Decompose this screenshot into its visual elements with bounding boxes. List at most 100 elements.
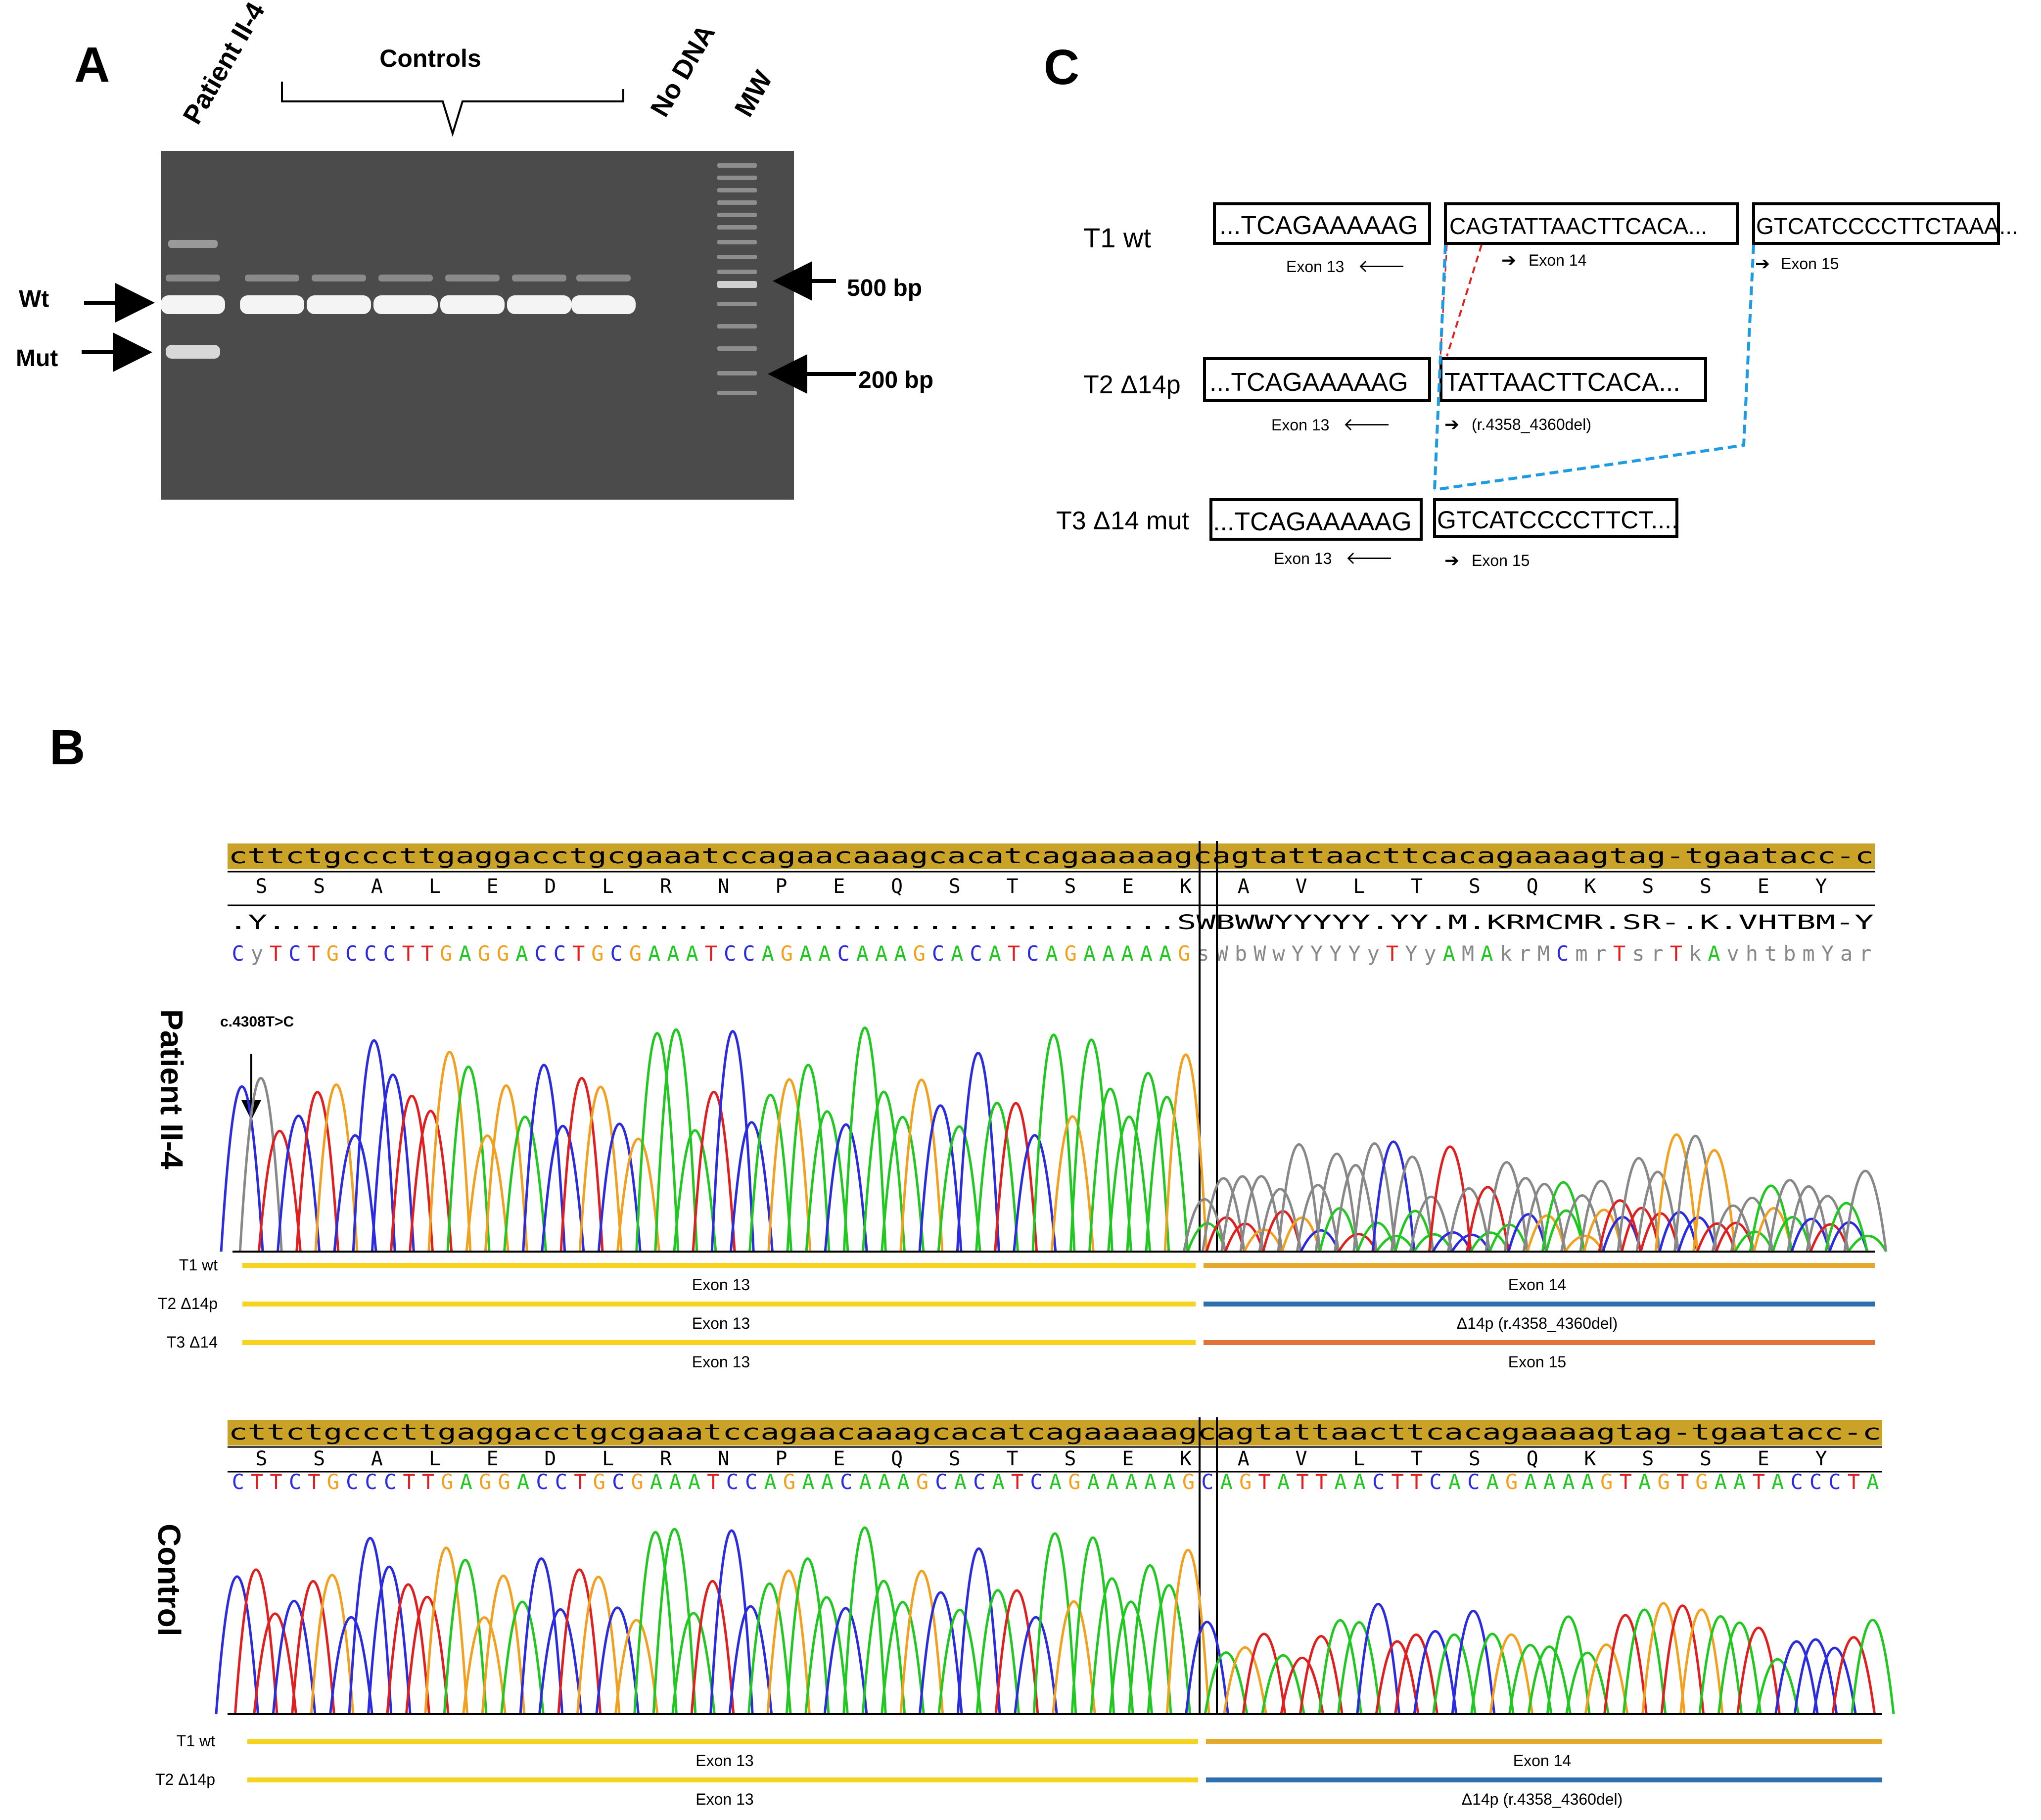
amino-acid: R bbox=[660, 1447, 672, 1470]
trace-peak bbox=[1579, 1180, 1624, 1252]
called-base: W bbox=[1253, 941, 1266, 966]
c-row-label-t1: T1 wt bbox=[1083, 222, 1151, 253]
amino-acid: S bbox=[1700, 1447, 1712, 1470]
trace-peak bbox=[1603, 1614, 1648, 1715]
trace-peak bbox=[692, 1090, 736, 1252]
right-arrow-icon: ➔ bbox=[1444, 414, 1459, 434]
trace-peak bbox=[1654, 1133, 1699, 1252]
right-arrow-icon: ➔ bbox=[1755, 253, 1770, 274]
amino-acid: V bbox=[1295, 1447, 1307, 1470]
called-base: C bbox=[935, 1470, 947, 1494]
ladder-band bbox=[717, 188, 757, 192]
amino-acid: S bbox=[1064, 1447, 1076, 1470]
trace-peak bbox=[748, 1093, 793, 1252]
trace-peak bbox=[1812, 1646, 1857, 1715]
c-t2-seq-exon13: ...TCAGAAAAAG bbox=[1209, 368, 1408, 397]
called-base: G bbox=[1068, 1470, 1080, 1494]
trace-peak bbox=[1565, 1651, 1610, 1715]
trace-peak bbox=[597, 1122, 642, 1252]
consensus-sequence: .Y......................................… bbox=[229, 911, 1874, 934]
control-chromatogram-panel: cttctgcccttgaggacctgcgaaatccagaacaaagcac… bbox=[151, 1417, 1895, 1808]
called-base: A bbox=[515, 941, 528, 966]
trace-peak bbox=[1127, 1564, 1172, 1715]
called-base: T bbox=[1620, 1470, 1632, 1494]
trace-peak bbox=[1032, 1532, 1077, 1715]
gel-band-faint bbox=[576, 275, 631, 281]
called-base: G bbox=[913, 941, 926, 966]
amino-acid: R bbox=[660, 875, 672, 898]
trace-peak bbox=[1698, 1615, 1743, 1715]
trace-peak bbox=[578, 1085, 623, 1252]
called-base: A bbox=[1708, 941, 1720, 966]
trace-peak bbox=[1679, 1608, 1724, 1715]
trace-peak bbox=[1165, 1549, 1210, 1715]
trace-peak bbox=[1223, 1646, 1267, 1715]
gel-bands bbox=[161, 163, 757, 395]
ladder-band bbox=[717, 255, 757, 259]
called-base: G bbox=[1178, 941, 1190, 966]
called-base: Y bbox=[1348, 941, 1360, 966]
gel-band-wt bbox=[240, 295, 304, 314]
trace-peak bbox=[1771, 1216, 1812, 1252]
called-base: C bbox=[1467, 1470, 1480, 1494]
called-base: A bbox=[894, 941, 906, 966]
trace-peak bbox=[1204, 1651, 1249, 1715]
amino-acid: E bbox=[486, 1447, 498, 1470]
trace-peak bbox=[1090, 1577, 1134, 1715]
called-base: Y bbox=[1329, 941, 1342, 966]
called-base: A bbox=[1448, 1470, 1461, 1494]
called-base: C bbox=[1809, 1470, 1822, 1494]
c-t2-box-exon13 bbox=[1203, 357, 1431, 402]
track-label: T2 Δ14p bbox=[155, 1771, 215, 1788]
amino-acid: K bbox=[1584, 875, 1596, 898]
c-t3-box-exon13 bbox=[1209, 498, 1423, 541]
track-left-exon: Exon 13 bbox=[696, 1790, 753, 1808]
called-base: A bbox=[762, 941, 774, 966]
called-base: A bbox=[517, 1470, 529, 1494]
ladder-band bbox=[717, 346, 757, 351]
ladder-band bbox=[717, 324, 757, 328]
trace-peak bbox=[257, 1130, 302, 1252]
called-base: C bbox=[232, 941, 244, 966]
called-base: A bbox=[1144, 1470, 1157, 1494]
trace-peak bbox=[1432, 1231, 1472, 1253]
amino-acid: K bbox=[1584, 1447, 1596, 1470]
called-base: T bbox=[1613, 941, 1625, 966]
called-base: A bbox=[460, 1470, 472, 1494]
gel-band-faint bbox=[512, 275, 566, 281]
trace-peak bbox=[405, 1595, 450, 1715]
trace-peak bbox=[1508, 1644, 1553, 1715]
called-base: T bbox=[574, 1470, 586, 1494]
trace-peak bbox=[1522, 1182, 1567, 1252]
called-base: A bbox=[1102, 941, 1114, 966]
c-t1-seq-exon13: ...TCAGAAAAAG bbox=[1219, 211, 1418, 240]
called-base: A bbox=[1771, 1470, 1784, 1494]
amino-acid: T bbox=[1411, 1447, 1423, 1470]
trace-peak bbox=[1147, 1584, 1191, 1715]
called-base: m bbox=[1802, 941, 1814, 966]
amino-acid: D bbox=[544, 1447, 556, 1470]
called-base: A bbox=[1733, 1470, 1746, 1494]
amino-acid: S bbox=[255, 1447, 267, 1470]
called-base: A bbox=[1543, 1470, 1556, 1494]
called-base: A bbox=[688, 1470, 700, 1494]
trace-peak bbox=[861, 1580, 906, 1715]
trace-peak bbox=[1526, 1214, 1567, 1252]
trace-peak bbox=[1582, 1209, 1624, 1252]
lane-label-mw: MW bbox=[729, 66, 778, 122]
panel-a-letter: A bbox=[74, 37, 110, 93]
trace-peak bbox=[1356, 1603, 1400, 1715]
ladder-band bbox=[717, 163, 757, 168]
trace-peak bbox=[1277, 1143, 1321, 1252]
trace-peak bbox=[673, 1129, 717, 1252]
gel-band-wt bbox=[307, 295, 371, 314]
called-base: A bbox=[802, 1470, 814, 1494]
amino-acid: L bbox=[602, 875, 614, 898]
splice-line-red bbox=[1446, 244, 1483, 357]
trace-peak bbox=[1052, 1600, 1096, 1715]
called-base: r bbox=[1651, 941, 1663, 966]
called-base: A bbox=[875, 941, 887, 966]
trace-peak bbox=[291, 1580, 335, 1715]
called-base: C bbox=[346, 1470, 358, 1494]
called-base: G bbox=[783, 1470, 795, 1494]
